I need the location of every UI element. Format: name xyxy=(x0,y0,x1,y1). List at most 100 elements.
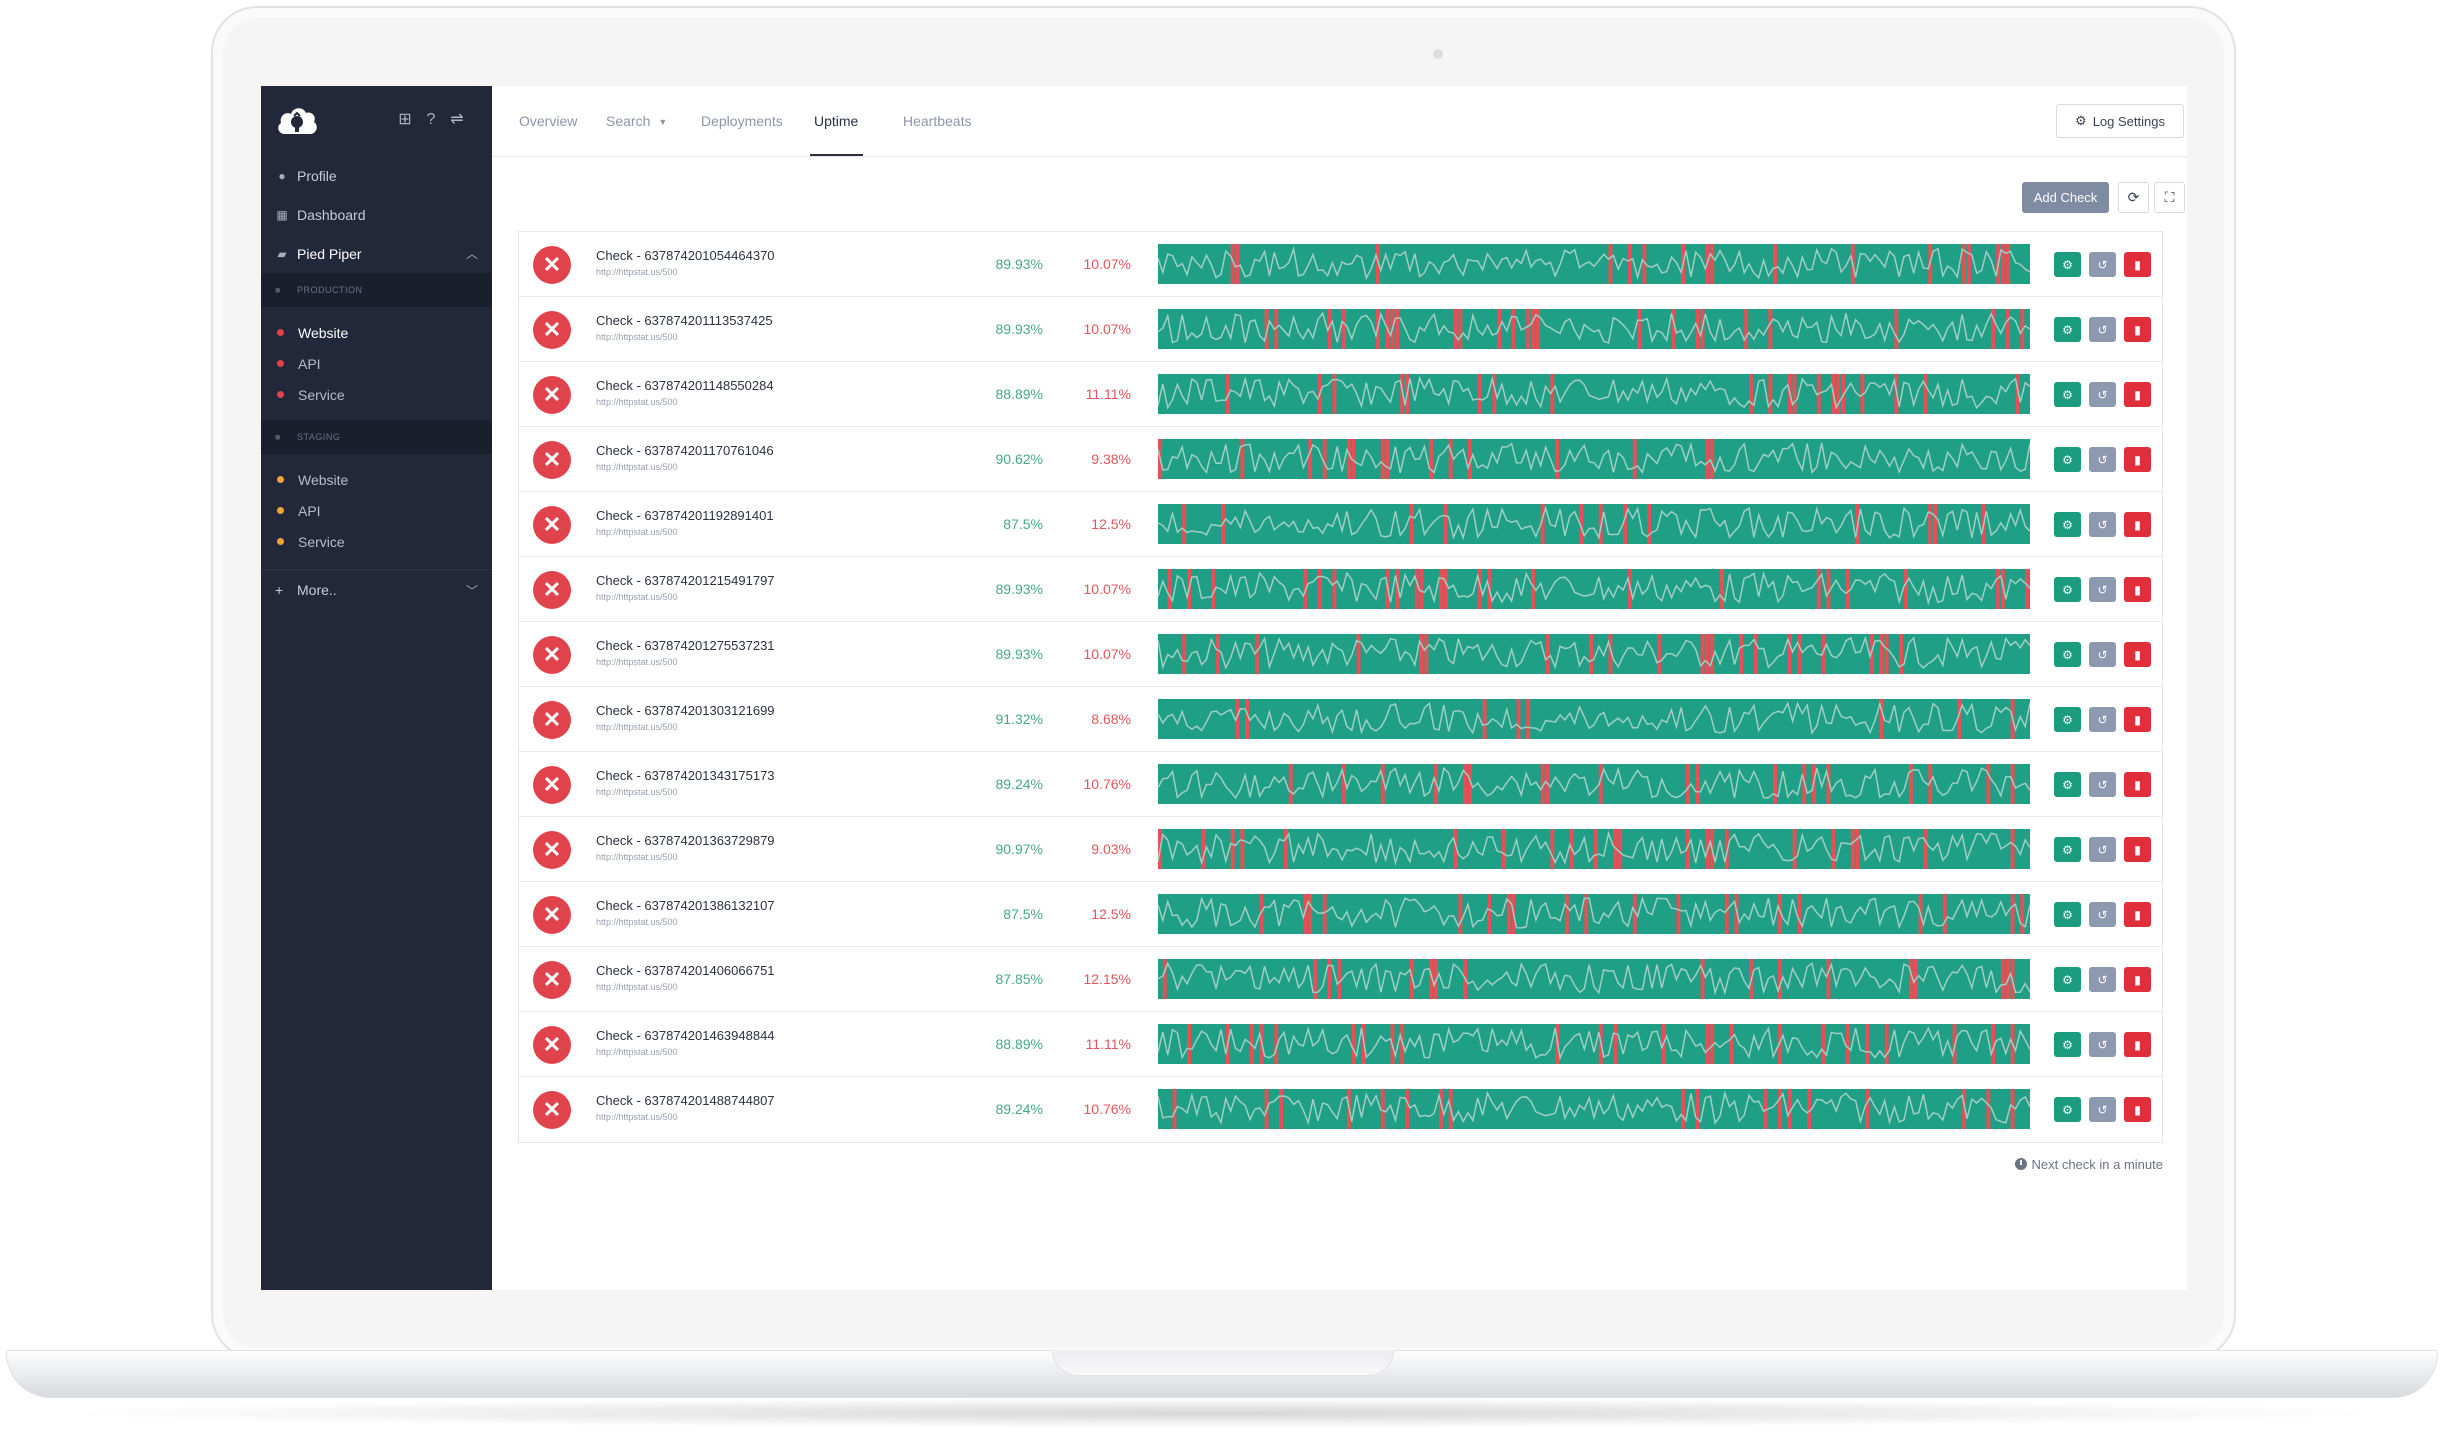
tab-heartbeats[interactable]: Heartbeats xyxy=(903,113,972,129)
chevron-down-icon[interactable]: ﹀ xyxy=(465,583,478,598)
check-name[interactable]: Check - 637874201275537231 xyxy=(596,638,775,653)
check-name[interactable]: Check - 637874201215491797 xyxy=(596,573,775,588)
check-delete-button[interactable]: ▮ xyxy=(2124,642,2151,667)
check-settings-button[interactable]: ⚙ xyxy=(2054,1032,2081,1057)
chevron-up-icon[interactable]: ︿ xyxy=(465,247,478,261)
check-settings-button[interactable]: ⚙ xyxy=(2054,967,2081,992)
sparkline-failure-mark xyxy=(1710,634,1715,674)
sidebar-item-profile[interactable]: ● Profile xyxy=(261,156,492,195)
site-staging-api[interactable]: API xyxy=(261,495,492,526)
sidebar-group-pied-piper[interactable]: ▰ Pied Piper ︿ xyxy=(261,234,492,273)
check-settings-button[interactable]: ⚙ xyxy=(2054,252,2081,277)
check-delete-button[interactable]: ▮ xyxy=(2124,967,2151,992)
uptime-percent: 88.89% xyxy=(995,1036,1043,1052)
check-name[interactable]: Check - 637874201463948844 xyxy=(596,1028,775,1043)
check-settings-button[interactable]: ⚙ xyxy=(2054,317,2081,342)
check-delete-button[interactable]: ▮ xyxy=(2124,772,2151,797)
check-name[interactable]: Check - 637874201386132107 xyxy=(596,898,775,913)
tab-overview[interactable]: Overview xyxy=(519,113,578,129)
check-reset-button[interactable]: ↺ xyxy=(2089,837,2116,862)
log-settings-button[interactable]: ⚙ Log Settings xyxy=(2056,104,2184,138)
check-settings-button[interactable]: ⚙ xyxy=(2054,382,2081,407)
check-reset-button[interactable]: ↺ xyxy=(2089,642,2116,667)
check-delete-button[interactable]: ▮ xyxy=(2124,512,2151,537)
site-staging-website[interactable]: Website xyxy=(261,464,492,495)
check-row[interactable]: ✕ Check - 637874201113537425 http://httpst… xyxy=(519,297,2162,362)
check-name[interactable]: Check - 637874201170761046 xyxy=(596,443,774,458)
check-settings-button[interactable]: ⚙ xyxy=(2054,1097,2081,1122)
check-settings-button[interactable]: ⚙ xyxy=(2054,837,2081,862)
check-row[interactable]: ✕ Check - 637874201343175173 http://httpst… xyxy=(519,752,2162,817)
check-delete-button[interactable]: ▮ xyxy=(2124,902,2151,927)
gift-icon[interactable]: ⊞ xyxy=(398,111,412,128)
check-reset-button[interactable]: ↺ xyxy=(2089,252,2116,277)
check-row[interactable]: ✕ Check - 637874201463948844 http://httpst… xyxy=(519,1012,2162,1077)
tab-search[interactable]: Search ▼ xyxy=(606,113,667,129)
check-settings-button[interactable]: ⚙ xyxy=(2054,772,2081,797)
add-check-button[interactable]: Add Check xyxy=(2022,182,2109,213)
check-settings-button[interactable]: ⚙ xyxy=(2054,577,2081,602)
site-production-service[interactable]: Service xyxy=(261,379,492,410)
check-name[interactable]: Check - 637874201113537425 xyxy=(596,313,773,328)
check-reset-button[interactable]: ↺ xyxy=(2089,902,2116,927)
check-row[interactable]: ✕ Check - 637874201386132107 http://httpst… xyxy=(519,882,2162,947)
toggle-icon[interactable]: ⇌ xyxy=(450,111,464,128)
help-icon[interactable]: ? xyxy=(426,111,436,128)
check-reset-button[interactable]: ↺ xyxy=(2089,707,2116,732)
sidebar-more[interactable]: + More.. ﹀ xyxy=(261,570,492,610)
check-delete-button[interactable]: ▮ xyxy=(2124,707,2151,732)
check-reset-button[interactable]: ↺ xyxy=(2089,317,2116,342)
site-staging-service[interactable]: Service xyxy=(261,526,492,557)
check-delete-button[interactable]: ▮ xyxy=(2124,317,2151,342)
site-production-api[interactable]: API xyxy=(261,348,492,379)
check-reset-button[interactable]: ↺ xyxy=(2089,1032,2116,1057)
check-row[interactable]: ✕ Check - 637874201303121699 http://httpst… xyxy=(519,687,2162,752)
check-settings-button[interactable]: ⚙ xyxy=(2054,447,2081,472)
tab-deployments[interactable]: Deployments xyxy=(701,113,783,129)
check-reset-button[interactable]: ↺ xyxy=(2089,512,2116,537)
check-reset-button[interactable]: ↺ xyxy=(2089,382,2116,407)
check-name[interactable]: Check - 637874201054464370 xyxy=(596,248,775,263)
check-reset-button[interactable]: ↺ xyxy=(2089,967,2116,992)
check-delete-button[interactable]: ▮ xyxy=(2124,577,2151,602)
status-dot-icon xyxy=(277,360,284,367)
sparkline-svg xyxy=(1158,894,2030,934)
check-delete-button[interactable]: ▮ xyxy=(2124,382,2151,407)
check-row[interactable]: ✕ Check - 637874201054464370 http://httpst… xyxy=(519,232,2162,297)
check-settings-button[interactable]: ⚙ xyxy=(2054,642,2081,667)
check-reset-button[interactable]: ↺ xyxy=(2089,447,2116,472)
check-name[interactable]: Check - 637874201363729879 xyxy=(596,833,775,848)
check-reset-button[interactable]: ↺ xyxy=(2089,1097,2116,1122)
check-name[interactable]: Check - 637874201303121699 xyxy=(596,703,775,718)
check-delete-button[interactable]: ▮ xyxy=(2124,252,2151,277)
check-row[interactable]: ✕ Check - 637874201170761046 http://httpst… xyxy=(519,427,2162,492)
check-row[interactable]: ✕ Check - 637874201488744807 http://httpst… xyxy=(519,1077,2162,1142)
check-reset-button[interactable]: ↺ xyxy=(2089,772,2116,797)
check-settings-button[interactable]: ⚙ xyxy=(2054,512,2081,537)
check-row[interactable]: ✕ Check - 637874201363729879 http://httpst… xyxy=(519,817,2162,882)
uptime-percent: 87.5% xyxy=(1003,906,1043,922)
check-delete-button[interactable]: ▮ xyxy=(2124,837,2151,862)
site-production-website[interactable]: Website xyxy=(261,317,492,348)
check-delete-button[interactable]: ▮ xyxy=(2124,447,2151,472)
tab-uptime[interactable]: Uptime xyxy=(814,113,859,129)
check-settings-button[interactable]: ⚙ xyxy=(2054,902,2081,927)
check-name[interactable]: Check - 637874201343175173 xyxy=(596,768,775,783)
check-settings-button[interactable]: ⚙ xyxy=(2054,707,2081,732)
check-row[interactable]: ✕ Check - 637874201215491797 http://httpst… xyxy=(519,557,2162,622)
check-row[interactable]: ✕ Check - 637874201192891401 http://httpst… xyxy=(519,492,2162,557)
check-name[interactable]: Check - 637874201406066751 xyxy=(596,963,775,978)
check-reset-button[interactable]: ↺ xyxy=(2089,577,2116,602)
check-row[interactable]: ✕ Check - 637874201148550284 http://httpst… xyxy=(519,362,2162,427)
check-delete-button[interactable]: ▮ xyxy=(2124,1097,2151,1122)
check-name[interactable]: Check - 637874201148550284 xyxy=(596,378,774,393)
sidebar-item-dashboard[interactable]: ▦ Dashboard xyxy=(261,195,492,234)
check-delete-button[interactable]: ▮ xyxy=(2124,1032,2151,1057)
app-logo-icon[interactable] xyxy=(275,102,319,138)
check-name[interactable]: Check - 637874201488744807 xyxy=(596,1093,775,1108)
fullscreen-button[interactable]: ⛶ xyxy=(2154,182,2185,213)
check-row[interactable]: ✕ Check - 637874201406066751 http://httpst… xyxy=(519,947,2162,1012)
refresh-button[interactable]: ⟳ xyxy=(2118,182,2149,213)
check-name[interactable]: Check - 637874201192891401 xyxy=(596,508,774,523)
check-row[interactable]: ✕ Check - 637874201275537231 http://httpst… xyxy=(519,622,2162,687)
